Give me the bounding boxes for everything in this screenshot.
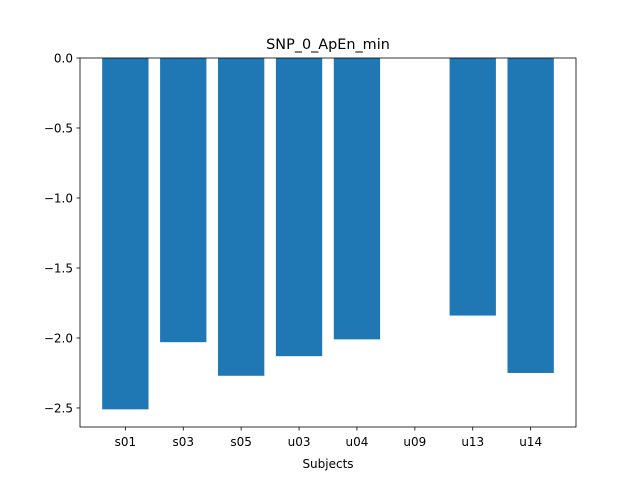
chart-title: SNP_0_ApEn_min: [266, 37, 390, 53]
bar-group: [102, 58, 554, 410]
bar-u04: [333, 58, 381, 340]
y-tick-label: 0.0: [54, 51, 73, 65]
bar-s05: [217, 58, 265, 376]
x-tick-label-u04: u04: [346, 435, 369, 449]
plot-frame: [79, 57, 577, 428]
bar-u14: [507, 58, 554, 373]
bar-u03: [275, 58, 323, 357]
x-tick-label-s05: s05: [230, 435, 252, 449]
bar-u13: [449, 58, 496, 316]
x-tick-label-u03: u03: [288, 435, 311, 449]
y-tick-label: −1.0: [44, 191, 73, 205]
x-tick-label-s01: s01: [115, 435, 137, 449]
x-tick-label-u14: u14: [519, 435, 542, 449]
x-axis: s01 s03 s05 u03 u04 u09 u13 u14: [115, 427, 542, 449]
y-tick-label: −2.0: [44, 331, 73, 345]
bar-s01: [102, 58, 149, 410]
y-tick-label: −2.5: [44, 401, 73, 415]
bar-s03: [160, 58, 207, 343]
y-tick-label: −0.5: [44, 121, 73, 135]
x-tick-label-s03: s03: [172, 435, 194, 449]
x-tick-label-u13: u13: [461, 435, 484, 449]
x-tick-label-u09: u09: [403, 435, 426, 449]
x-axis-label: Subjects: [302, 457, 353, 471]
y-tick-label: −1.5: [44, 261, 73, 275]
y-axis: 0.0 −0.5 −1.0 −1.5 −2.0 −2.5: [44, 51, 80, 415]
